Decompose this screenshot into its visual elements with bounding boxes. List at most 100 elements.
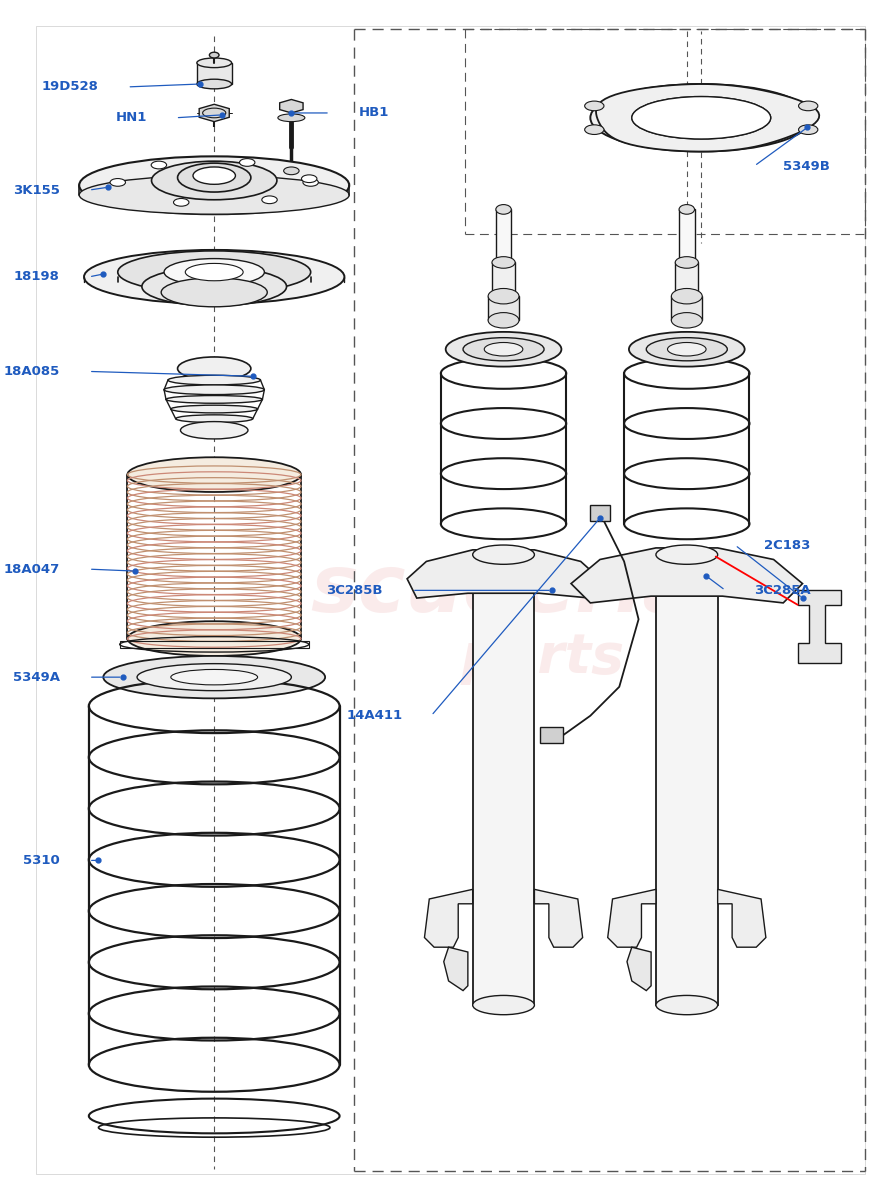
Text: scuderia: scuderia: [310, 551, 697, 629]
Polygon shape: [199, 104, 229, 121]
Ellipse shape: [137, 664, 292, 691]
Bar: [473, 554, 535, 1006]
Bar: [119, 641, 308, 648]
Text: HN1: HN1: [115, 112, 146, 125]
Ellipse shape: [496, 204, 511, 215]
Ellipse shape: [463, 337, 544, 361]
Ellipse shape: [799, 125, 818, 134]
Polygon shape: [535, 889, 583, 947]
Ellipse shape: [186, 264, 243, 281]
Text: 18A085: 18A085: [3, 365, 60, 378]
Text: 18A047: 18A047: [3, 563, 60, 576]
Text: parts: parts: [460, 631, 625, 685]
Polygon shape: [571, 548, 802, 602]
Bar: [679, 210, 694, 263]
Ellipse shape: [171, 406, 258, 413]
Bar: [197, 62, 232, 84]
Ellipse shape: [672, 312, 702, 328]
Ellipse shape: [152, 161, 277, 199]
Polygon shape: [280, 100, 303, 113]
Polygon shape: [596, 84, 820, 151]
Ellipse shape: [473, 996, 535, 1015]
Ellipse shape: [178, 356, 251, 380]
Ellipse shape: [672, 288, 702, 304]
Bar: [488, 296, 519, 320]
Text: 3C285B: 3C285B: [327, 584, 383, 596]
Ellipse shape: [492, 257, 515, 269]
Ellipse shape: [631, 96, 771, 139]
Bar: [591, 505, 610, 521]
Ellipse shape: [127, 622, 301, 656]
Ellipse shape: [584, 101, 604, 110]
Ellipse shape: [799, 101, 818, 110]
Ellipse shape: [629, 332, 745, 367]
Ellipse shape: [79, 175, 349, 215]
Text: 5349B: 5349B: [783, 160, 830, 173]
Polygon shape: [718, 889, 766, 947]
Ellipse shape: [488, 312, 519, 328]
Text: 5349A: 5349A: [13, 671, 60, 684]
Ellipse shape: [178, 163, 251, 192]
Ellipse shape: [679, 204, 694, 215]
Ellipse shape: [193, 167, 235, 185]
Ellipse shape: [84, 250, 344, 304]
Ellipse shape: [197, 79, 232, 89]
Ellipse shape: [161, 278, 267, 307]
Ellipse shape: [180, 421, 248, 439]
Polygon shape: [424, 889, 473, 947]
Ellipse shape: [209, 52, 219, 58]
Ellipse shape: [301, 175, 317, 182]
Ellipse shape: [79, 156, 349, 215]
Ellipse shape: [164, 385, 265, 395]
Ellipse shape: [473, 545, 535, 564]
Ellipse shape: [171, 670, 258, 685]
Text: 19D528: 19D528: [42, 80, 98, 94]
Ellipse shape: [118, 251, 311, 293]
Ellipse shape: [631, 96, 771, 139]
Polygon shape: [798, 590, 841, 662]
Ellipse shape: [284, 167, 299, 175]
Ellipse shape: [176, 415, 253, 422]
Ellipse shape: [197, 58, 232, 67]
Ellipse shape: [262, 196, 277, 204]
Ellipse shape: [168, 376, 260, 385]
Text: 14A411: 14A411: [346, 709, 402, 722]
Ellipse shape: [303, 179, 319, 186]
Ellipse shape: [675, 257, 699, 269]
Ellipse shape: [446, 332, 562, 367]
Bar: [492, 263, 515, 296]
Ellipse shape: [656, 545, 718, 564]
Polygon shape: [627, 947, 652, 990]
Polygon shape: [608, 889, 656, 947]
Bar: [675, 263, 699, 296]
Bar: [496, 210, 511, 263]
Ellipse shape: [591, 84, 812, 151]
Ellipse shape: [127, 457, 301, 492]
Ellipse shape: [278, 114, 305, 121]
Ellipse shape: [584, 125, 604, 134]
Ellipse shape: [104, 656, 325, 698]
Polygon shape: [443, 947, 468, 990]
Ellipse shape: [142, 268, 287, 306]
Bar: [656, 554, 718, 1006]
Polygon shape: [407, 550, 600, 598]
Ellipse shape: [164, 258, 265, 286]
Ellipse shape: [488, 288, 519, 304]
Text: 3C285A: 3C285A: [754, 584, 811, 596]
Ellipse shape: [656, 996, 718, 1015]
Text: 5310: 5310: [24, 854, 60, 866]
Ellipse shape: [203, 108, 226, 118]
Ellipse shape: [240, 158, 255, 167]
Ellipse shape: [646, 337, 727, 361]
Ellipse shape: [110, 179, 125, 186]
Text: 18198: 18198: [14, 270, 60, 283]
Ellipse shape: [173, 198, 189, 206]
Text: HB1: HB1: [359, 107, 389, 120]
Text: 3K155: 3K155: [13, 184, 60, 197]
Ellipse shape: [667, 342, 706, 356]
Bar: [540, 727, 564, 743]
Bar: [672, 296, 702, 320]
Ellipse shape: [484, 342, 523, 356]
Ellipse shape: [152, 161, 166, 169]
Ellipse shape: [166, 396, 262, 403]
